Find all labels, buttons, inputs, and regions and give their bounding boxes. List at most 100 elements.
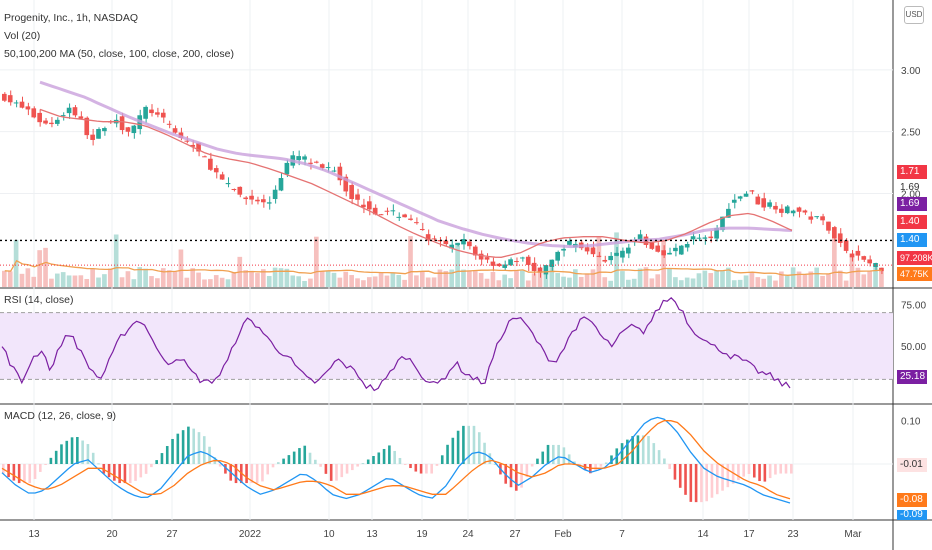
histogram-bar	[419, 464, 423, 474]
candle-body	[361, 204, 366, 208]
volume-bar	[378, 272, 384, 287]
volume-bar	[702, 270, 708, 287]
candle-body	[779, 208, 784, 213]
volume-bar	[472, 270, 478, 287]
volume-indicator-label[interactable]: Vol (20)	[4, 30, 41, 42]
histogram-bar	[345, 464, 349, 474]
volume-bar	[202, 279, 207, 287]
histogram-bar	[123, 464, 127, 484]
volume-bar	[596, 235, 602, 287]
candle-body	[673, 247, 678, 252]
histogram-bar	[790, 464, 793, 474]
candle-body	[143, 106, 148, 119]
volume-bar	[614, 232, 619, 287]
histogram-bar	[266, 464, 270, 475]
candle-body	[773, 205, 778, 210]
volume-bar	[832, 237, 837, 287]
candle-body	[702, 237, 708, 239]
volume-bar	[278, 268, 284, 287]
histogram-bar	[292, 451, 296, 464]
volume-bar	[396, 274, 402, 287]
volume-bar	[755, 277, 761, 287]
candle-body	[13, 102, 19, 104]
histogram-bar	[113, 464, 116, 481]
histogram-bar	[144, 464, 148, 474]
candle-body	[649, 242, 655, 249]
volume-bar	[431, 277, 437, 287]
candle-body	[155, 112, 160, 115]
histogram-bar	[752, 464, 756, 478]
histogram-bar	[60, 444, 63, 464]
histogram-bar	[7, 464, 10, 478]
candle-body	[561, 248, 566, 251]
volume-bar	[590, 269, 596, 287]
candle-body	[637, 234, 643, 240]
histogram-bar	[700, 464, 703, 503]
rsi-tick-label: 50.00	[901, 342, 926, 353]
volume-bar	[449, 269, 455, 287]
histogram-bar	[192, 428, 195, 464]
volume-bar	[366, 277, 372, 287]
volume-bar	[272, 267, 278, 287]
candle-body	[661, 250, 666, 256]
candle-body	[78, 116, 84, 119]
volume-bar	[761, 278, 767, 287]
histogram-bar	[742, 464, 746, 477]
volume-bar	[13, 239, 19, 287]
volume-bar	[720, 270, 725, 287]
histogram-bar	[234, 464, 238, 484]
candle-body	[625, 247, 631, 254]
candle-body	[567, 240, 572, 245]
volume-bar	[425, 277, 431, 287]
histogram-bar	[28, 464, 32, 484]
volume-bar	[302, 280, 307, 287]
candle-body	[737, 196, 743, 199]
candle-body	[84, 117, 90, 136]
ma-indicator-label[interactable]: 50,100,200 MA (50, close, 100, close, 20…	[4, 48, 234, 60]
candle-body	[414, 222, 419, 224]
macd-indicator-label[interactable]: MACD (12, 26, close, 9)	[4, 410, 117, 422]
candle-body	[60, 115, 66, 117]
volume-bar	[708, 273, 714, 287]
x-tick-label: 27	[509, 529, 521, 540]
volume-bar	[737, 279, 743, 287]
price-tick-label: 2.00	[901, 189, 921, 200]
volume-bar	[484, 278, 490, 287]
histogram-bar	[541, 451, 545, 464]
volume-bar	[361, 280, 366, 287]
histogram-bar	[382, 448, 386, 464]
histogram-bar	[329, 464, 333, 481]
histogram-bar	[520, 464, 523, 488]
candle-body	[508, 259, 513, 266]
volume-bar	[414, 275, 419, 287]
currency-badge[interactable]: USD	[904, 6, 924, 24]
histogram-bar	[155, 460, 158, 464]
volume-bar	[49, 278, 54, 287]
histogram-bar	[594, 464, 597, 471]
histogram-tag: -0.01	[897, 458, 927, 472]
macd-tag: -0.09	[897, 510, 927, 520]
volume-bar	[649, 278, 655, 287]
volume-bar	[673, 277, 678, 287]
histogram-bar	[128, 464, 132, 484]
histogram-bar	[684, 464, 687, 495]
histogram-bar	[250, 464, 254, 484]
volume-bar	[66, 275, 72, 287]
volume-bar	[643, 267, 649, 287]
volume-bar	[784, 275, 790, 287]
histogram-bar	[610, 455, 613, 464]
rsi-indicator-label[interactable]: RSI (14, close)	[4, 294, 74, 306]
candle-body	[372, 207, 378, 215]
candle-body	[49, 122, 54, 125]
histogram-bar	[12, 464, 16, 481]
candle-body	[843, 240, 849, 251]
histogram-bar	[620, 443, 624, 464]
x-tick-label: 2022	[239, 529, 262, 540]
candle-body	[861, 256, 867, 260]
signal-tag: -0.08	[897, 493, 927, 507]
rsi-band	[0, 312, 893, 380]
macd-tick-label: 0.10	[901, 417, 921, 428]
histogram-bar	[435, 464, 439, 466]
histogram-bar	[388, 445, 391, 464]
